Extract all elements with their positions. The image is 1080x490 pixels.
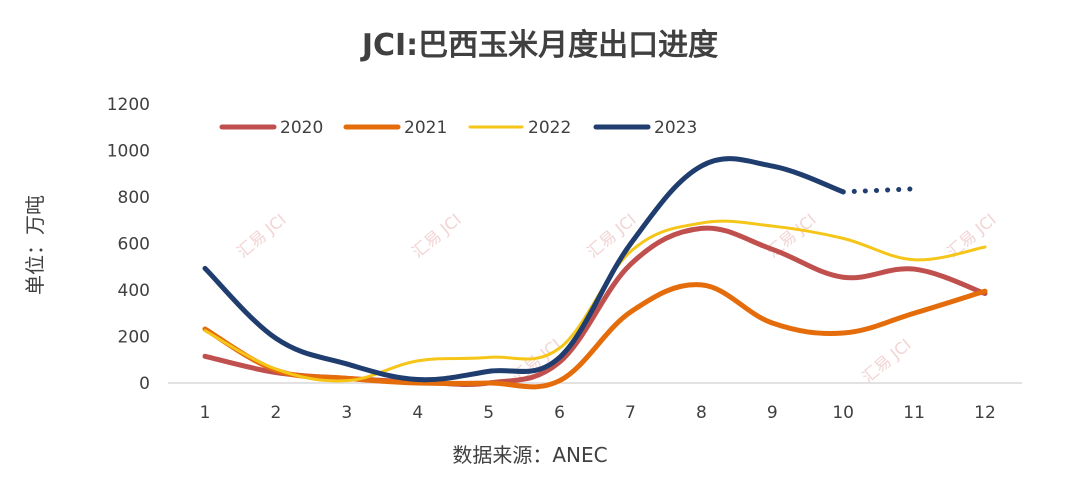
x-tick-label-3: 3 — [341, 403, 352, 423]
series-2021-line — [202, 282, 988, 390]
x-tick-label-8: 8 — [696, 403, 707, 423]
x-tick-label-6: 6 — [554, 403, 565, 423]
x-tick-label-7: 7 — [625, 403, 636, 423]
y-tick-label-800: 800 — [118, 188, 150, 208]
watermark-2: 汇易 JCI — [408, 210, 464, 262]
legend-label-2020: 2020 — [280, 118, 323, 138]
x-tick-label-10: 10 — [832, 403, 854, 423]
watermark-4: 汇易 JCI — [763, 210, 819, 262]
series-layer — [202, 156, 988, 390]
x-axis-label: 数据来源：ANEC — [452, 443, 607, 467]
legend: 2020 2021 2022 2023 — [219, 118, 697, 138]
y-tick-label-0: 0 — [139, 374, 150, 394]
watermark-7: 汇易 JCI — [858, 335, 914, 387]
x-tick-label-9: 9 — [767, 403, 778, 423]
y-tick-label-1200: 1200 — [107, 95, 150, 115]
legend-label-2023: 2023 — [654, 118, 697, 138]
series-2023-line — [202, 156, 846, 383]
series-2023-forecast-line — [840, 186, 917, 195]
y-tick-label-400: 400 — [118, 281, 150, 301]
y-tick-label-1000: 1000 — [107, 142, 150, 162]
y-tick-label-200: 200 — [118, 328, 150, 348]
chart-title: JCI:巴西玉米月度出口进度 — [360, 28, 718, 63]
x-tick-label-4: 4 — [412, 403, 423, 423]
watermark-1: 汇易 JCI — [233, 210, 289, 262]
x-tick-label-12: 12 — [974, 403, 996, 423]
x-axis-ticks: 1 2 3 4 5 6 7 8 9 10 11 12 — [200, 403, 996, 423]
legend-label-2022: 2022 — [528, 118, 571, 138]
y-tick-label-600: 600 — [118, 235, 150, 255]
watermark-5: 汇易 JCI — [943, 210, 999, 262]
x-tick-label-5: 5 — [483, 403, 494, 423]
x-tick-label-2: 2 — [270, 403, 281, 423]
x-tick-label-1: 1 — [200, 403, 211, 423]
x-tick-label-11: 11 — [903, 403, 925, 423]
legend-label-2021: 2021 — [404, 118, 447, 138]
watermark-3: 汇易 JCI — [583, 210, 639, 262]
y-axis-ticks: 0 200 400 600 800 1000 1200 — [107, 95, 150, 394]
y-axis-label: 单位：万吨 — [23, 195, 47, 295]
